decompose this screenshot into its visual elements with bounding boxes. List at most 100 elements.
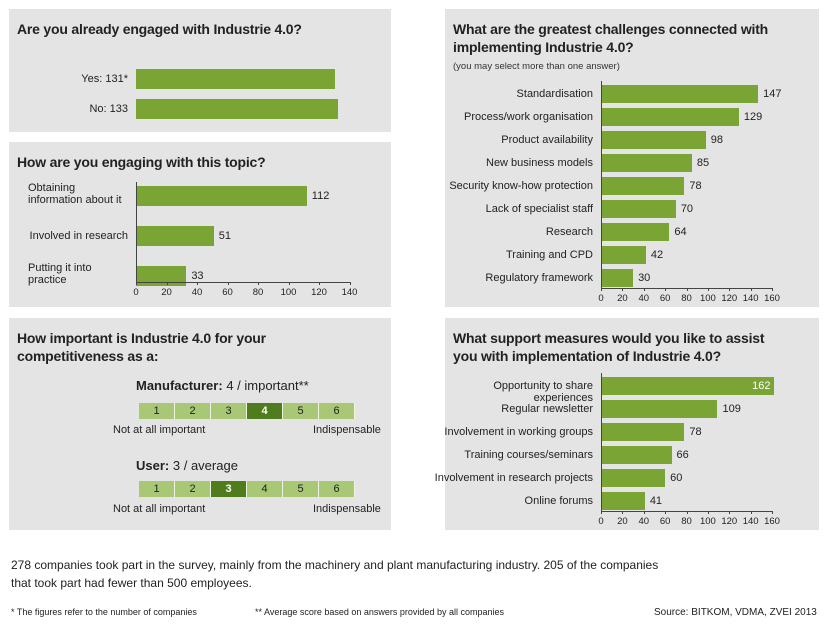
category-label: Online forums: [524, 495, 593, 507]
footnote-figures: * The figures refer to the number of com…: [11, 607, 197, 617]
category-label: Training and CPD: [505, 249, 593, 261]
bar: [601, 154, 692, 172]
category-label: No: 133: [89, 103, 128, 115]
bar: [601, 400, 718, 418]
category-label: Security know-how protection: [449, 180, 593, 192]
value-label: 78: [689, 180, 702, 192]
tick-mark: [772, 288, 773, 291]
tick-mark: [686, 511, 688, 514]
bar: [601, 131, 706, 149]
tick-label: 20: [161, 287, 172, 298]
footnote-average: ** Average score based on answers provid…: [255, 607, 504, 617]
tick-label: 100: [699, 516, 716, 527]
category-label: Process/work organisation: [463, 111, 593, 123]
tick-label: 0: [133, 287, 139, 298]
tick-mark: [622, 511, 624, 514]
tick-mark: [622, 288, 624, 291]
category-label: Involvement in research projects: [434, 472, 593, 484]
tick-label: 120: [311, 287, 327, 298]
tick-label: 160: [764, 293, 780, 304]
category-label: Yes: 131*: [81, 73, 128, 85]
panel-support: What support measures would you like to …: [435, 318, 819, 530]
category-label: Standardisation: [516, 88, 593, 100]
category-label: Regulatory framework: [485, 272, 593, 284]
tick-mark: [686, 288, 688, 291]
tick-mark: [665, 288, 667, 291]
panel-title-line2: competitiveness as a:: [17, 348, 159, 364]
bar: [136, 99, 339, 119]
bar: [601, 423, 685, 441]
manufacturer-value: 4 / important**: [226, 378, 309, 393]
source-note: Source: BITKOM, VDMA, ZVEI 2013: [654, 607, 817, 618]
x-axis-line: [136, 282, 350, 283]
user-title: User: 3 / average: [136, 458, 238, 473]
tick-label: 120: [721, 516, 738, 527]
scale-low-end: Not at all important: [113, 424, 206, 436]
tick-mark: [665, 511, 667, 514]
panel-how: How are you engaging with this topic? Ob…: [9, 142, 391, 307]
manufacturer-label: Manufacturer:: [136, 378, 223, 393]
user-value: 3 / average: [172, 458, 238, 473]
tick-mark: [643, 288, 645, 291]
panel-challenges: What are the greatest challenges connect…: [445, 9, 819, 307]
scale-low-end: Not at all important: [113, 503, 206, 515]
tick-mark: [601, 288, 602, 291]
tick-mark: [227, 282, 229, 285]
panel-title-line2: implementing Industrie 4.0?: [453, 39, 634, 55]
value-label: 70: [680, 203, 694, 215]
tick-label: 60: [222, 287, 233, 298]
value-label: 98: [710, 134, 723, 146]
tick-mark: [772, 511, 773, 514]
y-axis-line: [601, 81, 602, 288]
tick-label: 40: [638, 516, 650, 527]
bar: [136, 266, 187, 286]
tick-mark: [729, 511, 731, 514]
tick-label: 140: [341, 287, 358, 298]
tick-label: 0: [598, 293, 604, 304]
category-label: Product availability: [501, 134, 593, 146]
tick-label: 80: [681, 293, 692, 304]
panel-title-line1: What support measures would you like to …: [453, 330, 765, 346]
tick-mark: [349, 282, 351, 285]
category-label: New business models: [486, 157, 593, 169]
bar: [136, 69, 336, 89]
tick-label: 20: [617, 516, 628, 527]
y-axis-line: [136, 182, 137, 282]
scale-cell: 3: [211, 403, 247, 419]
tick-mark: [643, 511, 645, 514]
value-label: 162: [752, 380, 771, 392]
bar: [601, 223, 670, 241]
panel-title-line2: you with implementation of Industrie 4.0…: [453, 348, 721, 364]
tick-mark: [750, 288, 752, 291]
scale-cell: 6: [319, 481, 355, 497]
value-label: 129: [743, 111, 763, 123]
value-label: 33: [191, 270, 204, 282]
bar: [601, 377, 775, 395]
bar: [601, 108, 739, 126]
value-label: 51: [218, 230, 232, 242]
scale-cell: 4: [247, 481, 283, 497]
value-label: 60: [670, 472, 683, 484]
bar: [601, 200, 676, 218]
category-label: Training courses/seminars: [464, 449, 593, 461]
tick-label: 40: [638, 293, 650, 304]
scale-cell: 1: [139, 481, 175, 497]
manufacturer-title: Manufacturer: 4 / important**: [136, 378, 309, 393]
bar: [601, 246, 646, 264]
scale-cell: 2: [175, 481, 211, 497]
tick-mark: [707, 511, 709, 514]
panel-subtitle: (you may select more than one answer): [453, 61, 620, 72]
panel-title-line1: What are the greatest challenges connect…: [453, 21, 769, 37]
bar: [601, 85, 759, 103]
value-label: 147: [763, 88, 782, 100]
panel-engaged: Are you already engaged with Industrie 4…: [9, 9, 391, 132]
tick-label: 160: [764, 516, 780, 527]
tick-mark: [288, 282, 290, 285]
tick-mark: [707, 288, 709, 291]
scale-cell: 3: [211, 481, 247, 497]
tick-label: 80: [252, 287, 264, 298]
value-label: 85: [696, 157, 710, 169]
tick-mark: [136, 282, 137, 285]
tick-label: 40: [191, 287, 203, 298]
